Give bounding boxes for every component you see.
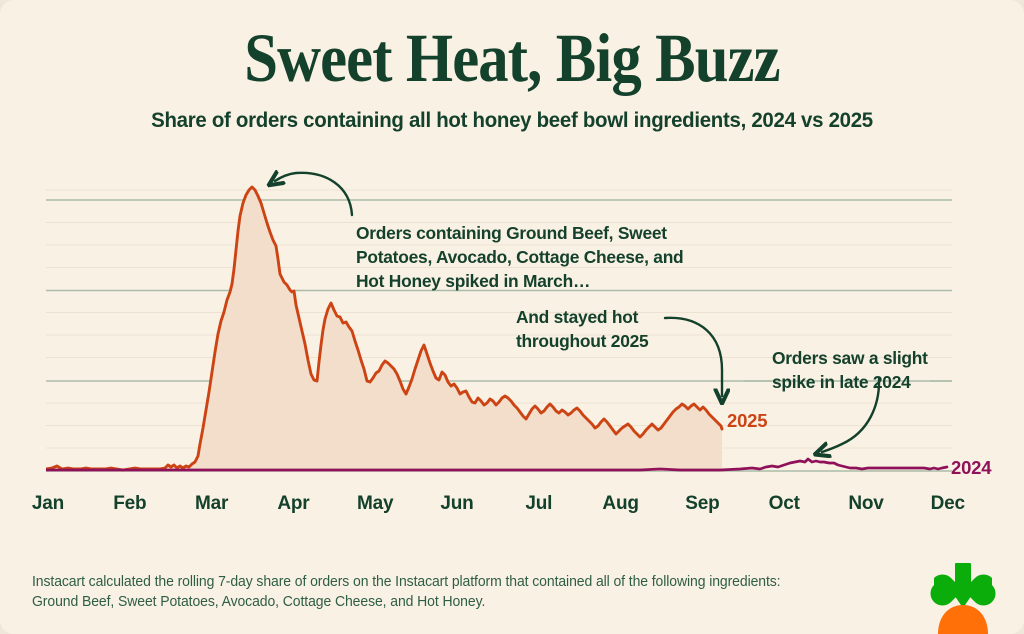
callout-peak-march: Orders containing Ground Beef, Sweet Pot… xyxy=(356,223,684,291)
x-axis-tick-oct: Oct xyxy=(768,493,800,514)
callout-arrow-peak-march xyxy=(275,173,354,217)
x-axis-tick-jul: Jul xyxy=(525,493,553,514)
x-axis-tick-may: May xyxy=(357,493,394,514)
x-axis-tick-jan: Jan xyxy=(31,493,65,514)
page-subtitle: Share of orders containing all hot honey… xyxy=(151,108,873,132)
x-axis-tick-feb: Feb xyxy=(113,493,147,514)
x-axis-tick-jun: Jun xyxy=(440,493,474,514)
x-axis-tick-mar: Mar xyxy=(194,493,229,514)
callout-arrow-late-2024 xyxy=(822,376,881,452)
series-2025-line xyxy=(46,185,724,472)
x-axis-tick-sep: Sep xyxy=(685,493,720,514)
x-axis-tick-dec: Dec xyxy=(930,493,965,514)
footnote: Instacart calculated the rolling 7-day s… xyxy=(32,574,781,610)
x-axis-tick-aug: Aug xyxy=(602,493,639,514)
callout-late-2024-spike: Orders saw a slight spike in late 2024 xyxy=(772,348,928,392)
series-label-2024: 2024 xyxy=(951,457,992,478)
instacart-carrot-logo xyxy=(926,556,1000,634)
callout-arrow-stayed-hot xyxy=(663,316,722,396)
x-axis-tick-nov: Nov xyxy=(848,493,884,514)
x-axis: Jan Feb Mar Apr May Jun Jul Aug Sep Oct Nov Dec xyxy=(0,493,1024,519)
x-axis-tick-apr: Apr xyxy=(277,493,310,514)
callout-stayed-hot: And stayed hot throughout 2025 xyxy=(516,307,649,351)
page-title: Sweet Heat, Big Buzz xyxy=(244,20,780,96)
series-2025-area xyxy=(46,187,722,471)
series-2024-line xyxy=(46,457,949,472)
series-label-2025: 2025 xyxy=(727,410,768,431)
